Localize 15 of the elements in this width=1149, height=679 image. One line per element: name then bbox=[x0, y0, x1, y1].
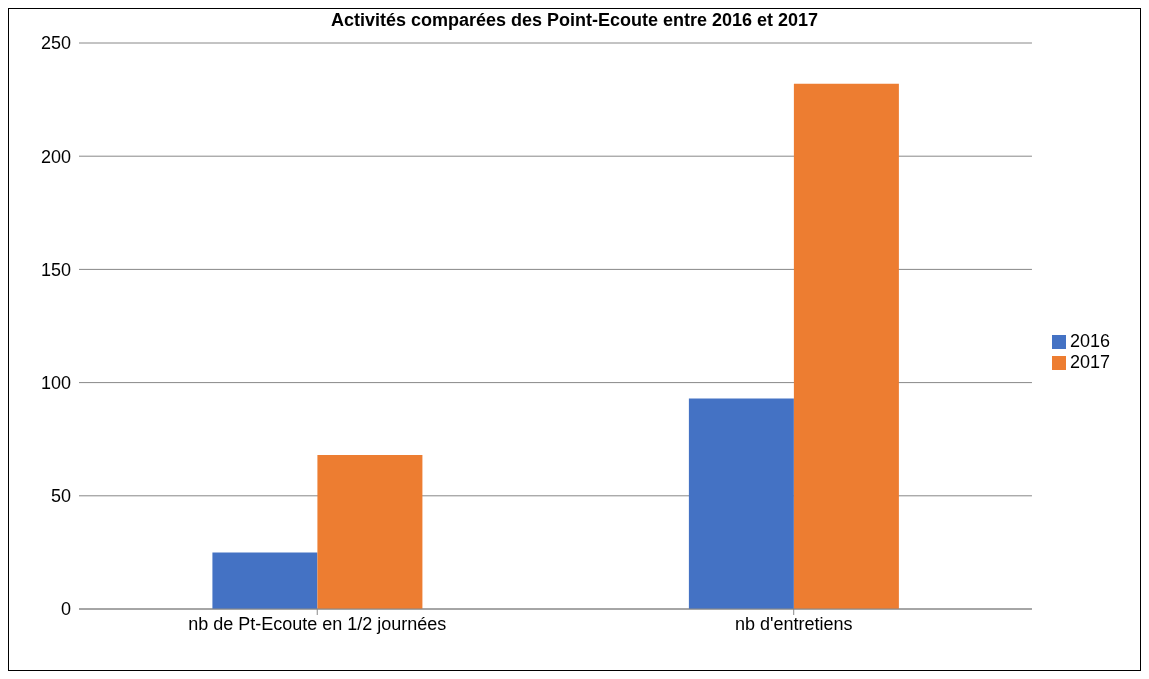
y-tick-label: 50 bbox=[50, 486, 71, 507]
bar bbox=[317, 455, 423, 609]
legend-label: 2017 bbox=[1069, 352, 1110, 372]
chart-title: Activités comparées des Point-Ecoute entre 2016 et 2017 bbox=[329, 9, 820, 32]
y-tick-label: 250 bbox=[40, 33, 71, 54]
x-tick-label: nb de Pt-Ecoute en 1/2 journées bbox=[188, 613, 447, 634]
y-tick-label: 200 bbox=[40, 146, 71, 167]
bar bbox=[212, 552, 318, 609]
bar bbox=[688, 398, 794, 609]
x-tick-label: nb d'entretiens bbox=[734, 613, 853, 634]
y-tick-label: 150 bbox=[40, 259, 71, 280]
legend-label: 2016 bbox=[1069, 331, 1110, 351]
bar bbox=[793, 83, 899, 609]
y-tick-label: 0 bbox=[60, 599, 71, 620]
y-tick-label: 100 bbox=[40, 372, 71, 393]
